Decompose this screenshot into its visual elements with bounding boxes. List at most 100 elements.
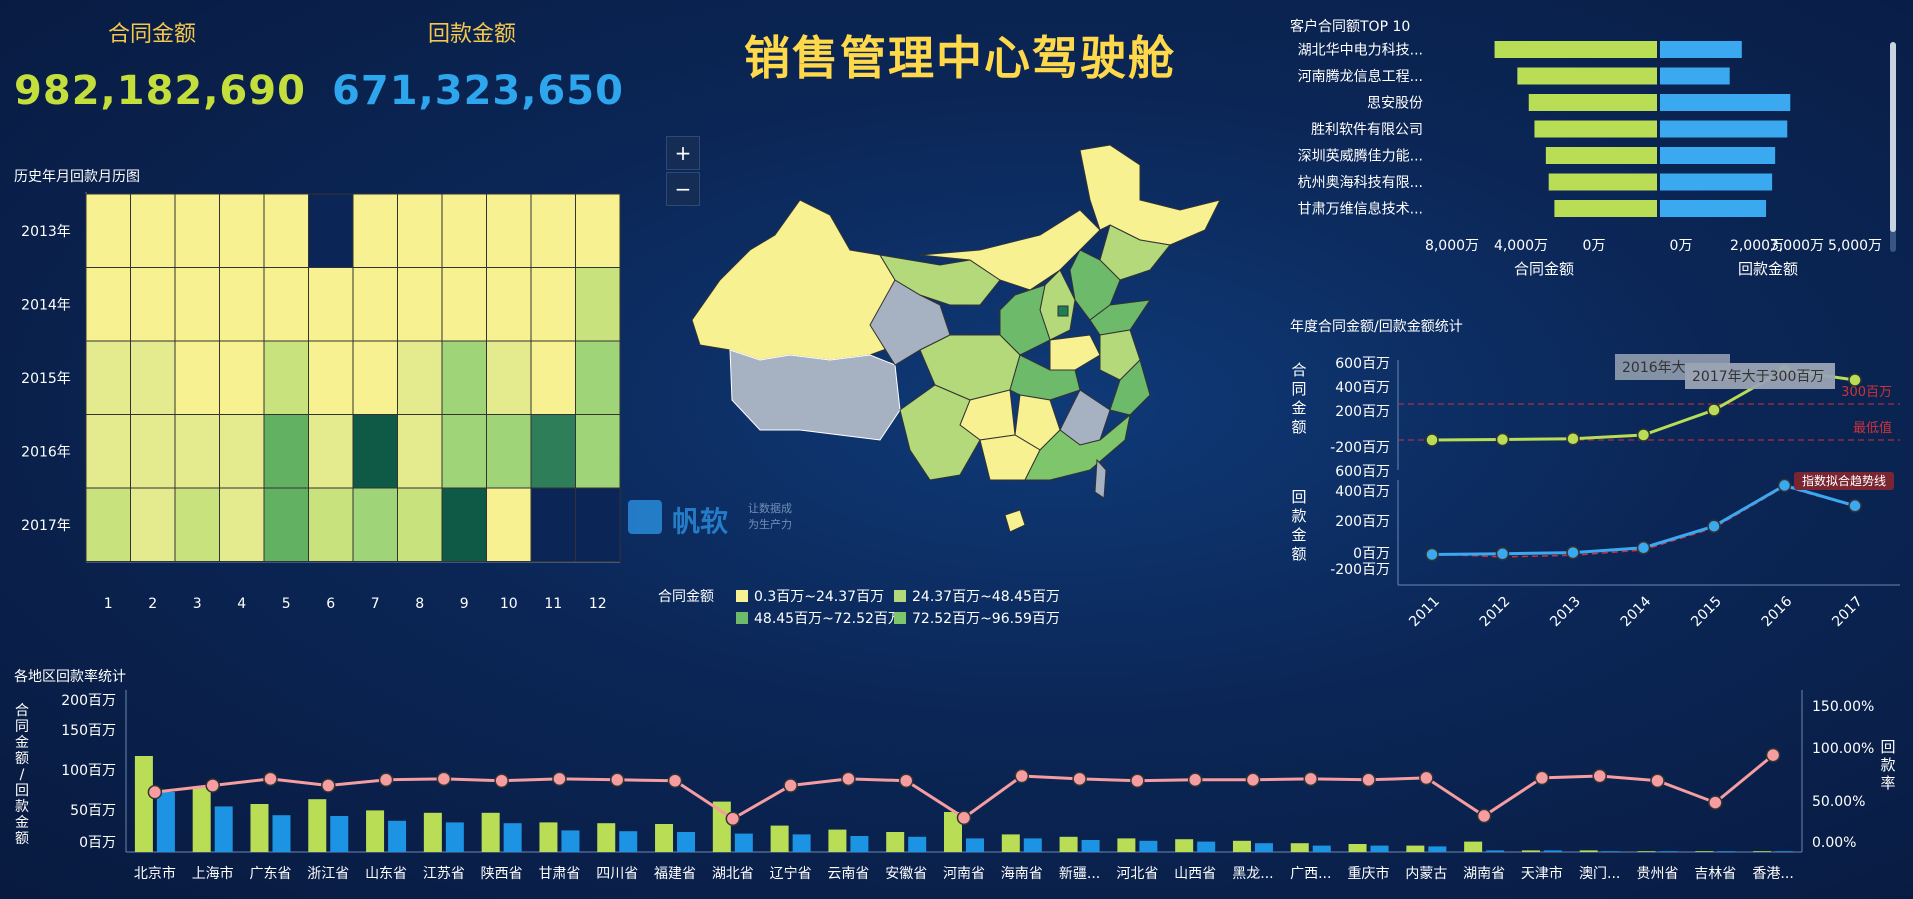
regional-payment-bar[interactable] xyxy=(561,830,580,852)
top10-contract-bar[interactable] xyxy=(1528,94,1657,111)
calendar-cell[interactable] xyxy=(486,267,532,342)
calendar-cell[interactable] xyxy=(352,340,398,415)
regional-rate-point[interactable] xyxy=(1650,773,1665,788)
regional-payment-bar[interactable] xyxy=(1717,851,1736,852)
regional-rate-point[interactable] xyxy=(436,771,452,787)
top10-payment-bar[interactable] xyxy=(1660,200,1767,217)
top10-scrollbar-thumb[interactable] xyxy=(1890,42,1896,232)
yearly-payment-point[interactable] xyxy=(1566,545,1580,560)
regional-rate-point[interactable] xyxy=(725,811,741,826)
regional-payment-bar[interactable] xyxy=(850,836,869,852)
calendar-cell[interactable] xyxy=(575,414,621,489)
calendar-cell[interactable] xyxy=(308,340,354,415)
calendar-cell[interactable] xyxy=(263,487,309,562)
regional-rate-point[interactable] xyxy=(1072,771,1087,787)
regional-contract-bar[interactable] xyxy=(423,812,442,852)
regional-rate-point[interactable] xyxy=(263,771,278,787)
calendar-cell[interactable] xyxy=(441,340,487,415)
calendar-cell[interactable] xyxy=(263,414,309,489)
regional-contract-bar[interactable] xyxy=(250,804,269,852)
calendar-cell[interactable] xyxy=(441,414,487,489)
calendar-cell[interactable] xyxy=(352,487,398,562)
calendar-cell[interactable] xyxy=(85,487,131,562)
regional-contract-bar[interactable] xyxy=(1406,845,1425,852)
top10-payment-bar[interactable] xyxy=(1660,147,1776,164)
regional-rate-point[interactable] xyxy=(1303,771,1319,787)
yearly-payment-point[interactable] xyxy=(1777,478,1792,493)
calendar-cell[interactable] xyxy=(352,267,398,342)
regional-contract-bar[interactable] xyxy=(1175,839,1194,852)
region-hainan[interactable] xyxy=(1004,509,1026,533)
regional-rate-point[interactable] xyxy=(898,773,914,788)
regional-contract-bar[interactable] xyxy=(1464,841,1483,852)
calendar-cell[interactable] xyxy=(130,414,176,489)
regional-rate-point[interactable] xyxy=(1187,772,1203,788)
regional-contract-bar[interactable] xyxy=(1232,840,1251,852)
calendar-cell[interactable] xyxy=(530,340,576,415)
regional-payment-bar[interactable] xyxy=(1139,840,1158,852)
region-heilongjiang[interactable] xyxy=(1079,144,1221,246)
region-gansu[interactable] xyxy=(879,254,1001,306)
regional-contract-bar[interactable] xyxy=(770,825,789,852)
regional-contract-bar[interactable] xyxy=(1753,851,1772,852)
calendar-cell[interactable] xyxy=(130,267,176,342)
region-tibet[interactable] xyxy=(729,349,901,441)
regional-rate-point[interactable] xyxy=(1592,768,1607,784)
top10-payment-bar[interactable] xyxy=(1660,94,1791,111)
regional-contract-bar[interactable] xyxy=(655,824,674,852)
regional-rate-point[interactable] xyxy=(1419,770,1434,786)
regional-payment-bar[interactable] xyxy=(1601,851,1620,852)
yearly-payment-point[interactable] xyxy=(1636,541,1651,555)
calendar-cell[interactable] xyxy=(219,340,265,415)
regional-payment-bar[interactable] xyxy=(445,822,464,852)
top10-contract-bar[interactable] xyxy=(1554,200,1657,217)
calendar-cell[interactable] xyxy=(174,193,220,268)
calendar-cell[interactable] xyxy=(575,267,621,342)
regional-rate-point[interactable] xyxy=(1014,768,1030,784)
region-henan[interactable] xyxy=(1049,334,1101,371)
calendar-cell[interactable] xyxy=(174,340,220,415)
top10-contract-bar[interactable] xyxy=(1548,173,1657,191)
calendar-cell[interactable] xyxy=(397,414,443,489)
regional-contract-bar[interactable] xyxy=(1290,843,1309,852)
regional-contract-bar[interactable] xyxy=(481,812,500,852)
calendar-cell[interactable] xyxy=(441,487,487,562)
regional-rate-point[interactable] xyxy=(667,773,683,788)
calendar-cell[interactable] xyxy=(263,193,309,268)
regional-payment-bar[interactable] xyxy=(214,806,233,852)
calendar-cell[interactable] xyxy=(219,267,265,342)
calendar-cell[interactable] xyxy=(85,267,131,342)
regional-payment-bar[interactable] xyxy=(388,820,407,852)
regional-payment-bar[interactable] xyxy=(272,815,291,852)
calendar-cell[interactable] xyxy=(219,193,265,268)
region-zhejiang[interactable] xyxy=(1109,359,1151,416)
regional-contract-bar[interactable] xyxy=(597,823,616,852)
regional-contract-bar[interactable] xyxy=(1521,850,1540,852)
yearly-contract-point[interactable] xyxy=(1707,403,1721,417)
calendar-cell[interactable] xyxy=(85,340,131,415)
regional-payment-bar[interactable] xyxy=(156,792,175,852)
regional-rate-point[interactable] xyxy=(1476,808,1492,824)
regional-rate-point[interactable] xyxy=(1361,772,1376,788)
top10-payment-bar[interactable] xyxy=(1660,41,1742,58)
top10-contract-bar[interactable] xyxy=(1545,147,1657,164)
calendar-cell[interactable] xyxy=(397,340,443,415)
map-legend-item[interactable]: 48.45百万~72.52百万 xyxy=(736,608,902,628)
yearly-payment-point[interactable] xyxy=(1425,547,1439,562)
calendar-cell[interactable] xyxy=(575,340,621,415)
regional-contract-bar[interactable] xyxy=(192,786,211,852)
calendar-cell[interactable] xyxy=(486,487,532,562)
yearly-contract-point[interactable] xyxy=(1495,432,1510,447)
regional-rate-point[interactable] xyxy=(378,772,394,788)
regional-payment-bar[interactable] xyxy=(792,834,811,852)
yearly-payment-point[interactable] xyxy=(1707,519,1721,533)
map-legend-item[interactable]: 24.37百万~48.45百万 xyxy=(894,586,1060,606)
zoom-in-button[interactable]: + xyxy=(666,136,700,170)
calendar-cell[interactable] xyxy=(530,193,576,268)
regional-rate-point[interactable] xyxy=(147,784,163,800)
top10-payment-bar[interactable] xyxy=(1660,173,1773,191)
map-legend-item[interactable]: 0.3百万~24.37百万 xyxy=(736,586,884,606)
regional-payment-bar[interactable] xyxy=(1428,846,1447,852)
regional-contract-bar[interactable] xyxy=(944,812,962,852)
regional-contract-bar[interactable] xyxy=(1637,851,1656,852)
